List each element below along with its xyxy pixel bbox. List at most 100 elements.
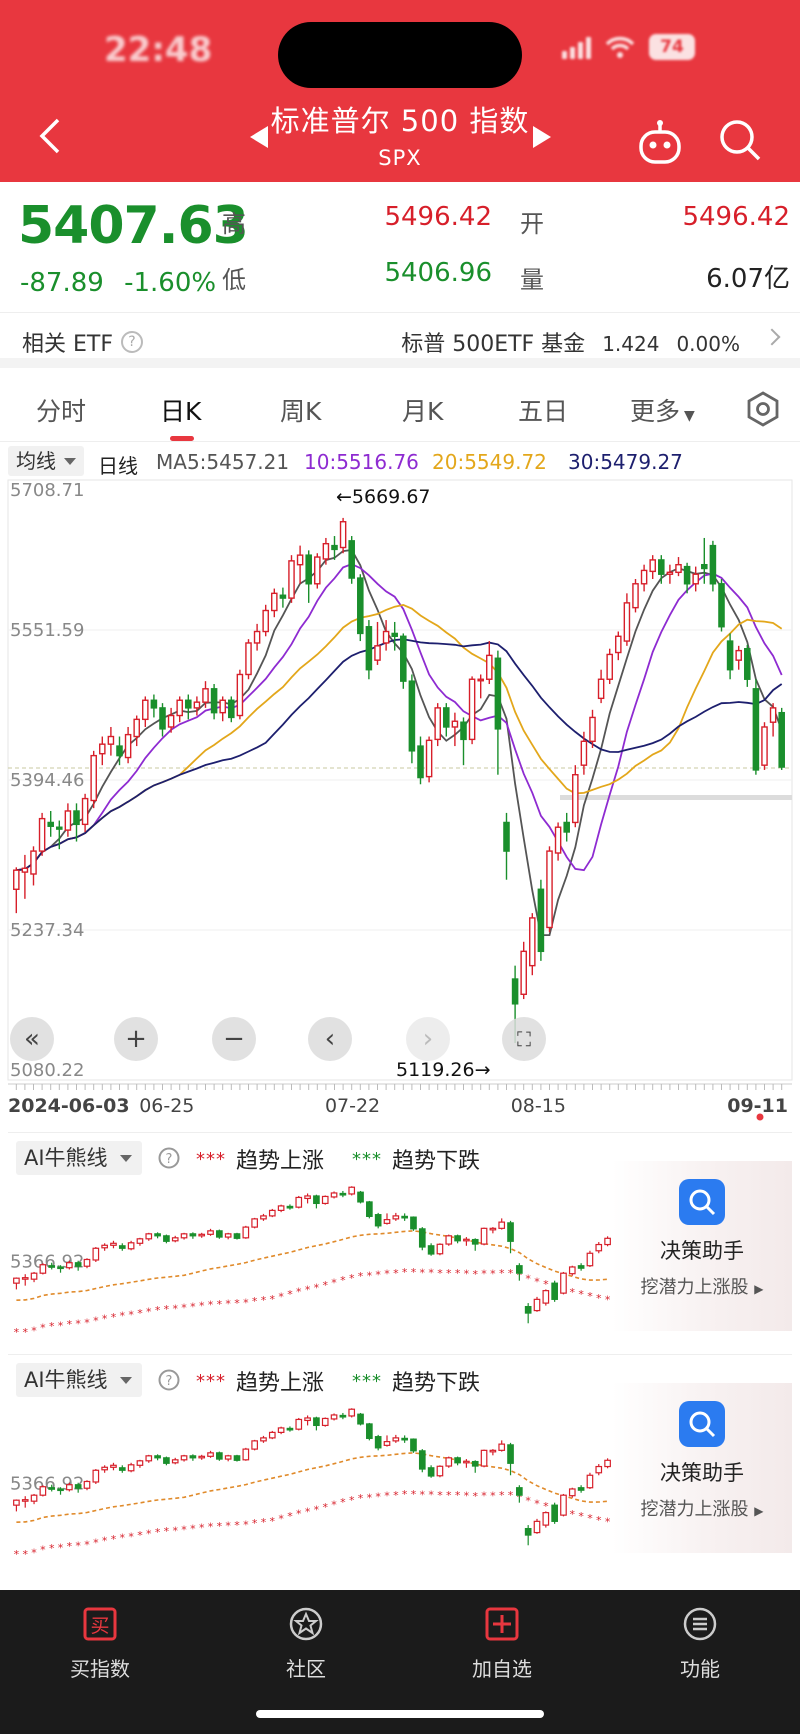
caret-right-icon: ▶ [754, 1504, 764, 1518]
nav-add-watchlist[interactable]: 加自选 [432, 1606, 572, 1682]
candlestick-chart[interactable]: 5708.71 5551.59 5394.46 5237.34 5080.22 ←566… [0, 478, 800, 1124]
index-code: SPX [378, 146, 422, 170]
ai-trend-line [16, 1452, 608, 1523]
ai-trend-dot: * [102, 1313, 108, 1326]
open-label: 开 [520, 210, 544, 238]
ai-candle [568, 1265, 576, 1276]
ai-trend-dot: * [234, 1519, 240, 1532]
change-value: -87.89 [20, 268, 104, 298]
ai-trend-dot: * [164, 1303, 170, 1316]
legend-down-marker: *** [352, 1148, 382, 1170]
settings-icon[interactable] [744, 390, 782, 428]
scroll-right-button[interactable]: › [406, 1017, 450, 1061]
fullscreen-button[interactable]: ⛶ [502, 1017, 546, 1061]
ai-trend-dot: * [446, 1267, 452, 1280]
search-icon[interactable] [718, 118, 762, 162]
ai-trend-dot: * [596, 1514, 602, 1527]
ai-trend-dot: * [596, 1292, 602, 1305]
dynamic-island [278, 22, 522, 88]
etf-label-text: 相关 ETF [22, 332, 113, 357]
nav-buy-index[interactable]: 买 买指数 [30, 1606, 170, 1682]
candle [640, 564, 648, 592]
ai-indicator-selector[interactable]: AI牛熊线 [16, 1141, 142, 1175]
active-tab-indicator [170, 436, 194, 441]
tab-daily-k[interactable]: 日K [160, 397, 202, 426]
tab-intraday[interactable]: 分时 [36, 397, 87, 426]
svg-text:?: ? [166, 1374, 173, 1389]
ai-candle [251, 1217, 258, 1229]
ai-trend-dot: * [217, 1520, 223, 1533]
ai-bull-bear-panel: AI牛熊线 ? *** 趋势上涨 *** 趋势下跌 5366.92 * * * * * * * * *… [8, 1132, 792, 1342]
ai-trend-dot: * [111, 1311, 117, 1324]
candle [778, 707, 785, 770]
decision-assistant-card[interactable]: 决策助手 挖潜力上涨股 ▶ [612, 1161, 792, 1331]
next-index-button[interactable] [533, 126, 551, 148]
y-tick-label: 5551.59 [10, 620, 84, 641]
candle [21, 854, 29, 899]
scroll-left-button[interactable]: ‹ [308, 1017, 352, 1061]
ai-trend-dot: * [120, 1532, 126, 1545]
candle [468, 676, 476, 745]
help-icon[interactable]: ? [158, 1369, 180, 1391]
help-icon[interactable]: ? [121, 331, 143, 353]
candle [752, 679, 760, 775]
ai-trend-dot: * [49, 1542, 55, 1555]
tab-more[interactable]: 更多 ▼ [630, 392, 695, 428]
ai-trend-dot: * [172, 1524, 178, 1537]
zoom-in-button[interactable]: + [114, 1017, 158, 1061]
robot-assistant-icon[interactable] [636, 118, 684, 166]
low-label: 低 [222, 266, 246, 294]
nav-functions[interactable]: 功能 [630, 1606, 770, 1682]
ai-candle [445, 1234, 453, 1246]
ai-trend-dot: * [420, 1488, 426, 1501]
back-button[interactable] [30, 116, 70, 156]
ai-indicator-selector[interactable]: AI牛熊线 [16, 1363, 142, 1397]
indicator-selector[interactable]: 均线 [8, 446, 84, 476]
ai-trend-dot: * [349, 1494, 355, 1507]
prev-index-button[interactable] [250, 126, 268, 148]
caret-right-icon: ▶ [754, 1282, 764, 1296]
assistant-title: 决策助手 [660, 1461, 744, 1485]
tab-weekly-k[interactable]: 周K [280, 397, 322, 426]
candle [314, 553, 321, 589]
legend-trend-up: *** 趋势上涨 [196, 1143, 324, 1175]
ai-candle [189, 1454, 197, 1461]
legend-up-marker: *** [196, 1148, 226, 1170]
candle [99, 736, 106, 766]
ai-trend-dot: * [49, 1320, 55, 1333]
rewind-button[interactable]: « [10, 1017, 54, 1061]
related-etf-row[interactable]: 相关 ETF ? 标普 500ETF 基金 1.424 0.00% [0, 312, 800, 368]
ai-candle [74, 1482, 82, 1493]
candle [236, 669, 244, 720]
ai-trend-dot: * [605, 1293, 611, 1306]
candle [81, 793, 89, 832]
candle [434, 703, 441, 747]
nav-add-watchlist-label: 加自选 [472, 1657, 532, 1681]
ai-candle [463, 1459, 470, 1468]
ai-trend-dot: * [472, 1268, 478, 1281]
y-tick-label: 5394.46 [10, 770, 84, 791]
ai-trend-dot: * [393, 1267, 399, 1280]
ai-candle [348, 1186, 356, 1196]
ai-trend-dot: * [208, 1299, 214, 1312]
ai-trend-dot: * [217, 1298, 223, 1311]
ai-candle [516, 1485, 523, 1503]
tab-five-day[interactable]: 五日 [518, 397, 569, 426]
ai-trend-dot: * [605, 1515, 611, 1528]
ma30-line [16, 638, 783, 872]
ai-candle [48, 1484, 56, 1492]
candle [692, 566, 699, 592]
legend-trend-down: *** 趋势下跌 [352, 1365, 480, 1397]
ai-candle [154, 1454, 161, 1461]
candle [331, 536, 338, 560]
ai-candle [577, 1263, 585, 1271]
ai-candle [189, 1232, 197, 1239]
ai-trend-dot: * [525, 1494, 531, 1507]
tab-monthly-k[interactable]: 月K [402, 397, 444, 426]
zoom-out-button[interactable]: − [212, 1017, 256, 1061]
help-icon[interactable]: ? [158, 1147, 180, 1169]
decision-assistant-card[interactable]: 决策助手 挖潜力上涨股 ▶ [612, 1383, 792, 1553]
ai-candle [568, 1487, 576, 1498]
ai-candle [418, 1227, 426, 1251]
nav-community[interactable]: 社区 [236, 1606, 376, 1682]
